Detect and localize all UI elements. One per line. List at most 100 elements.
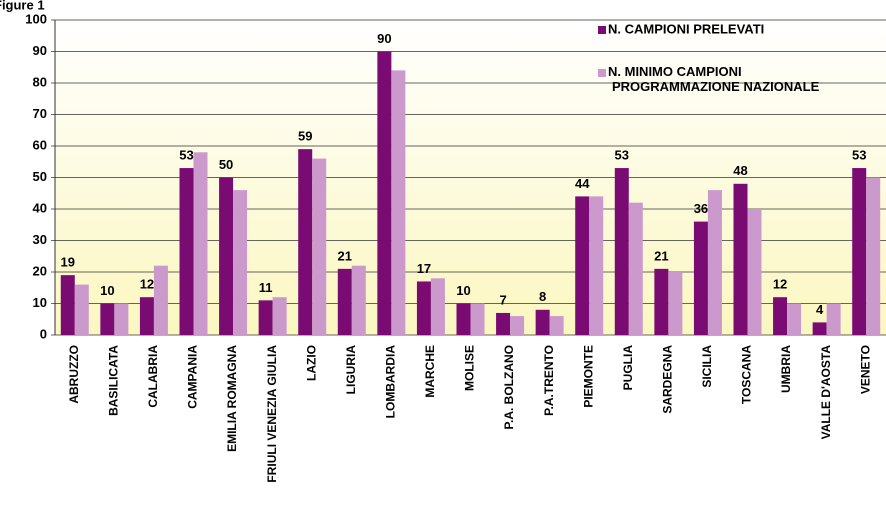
bar [589, 196, 604, 335]
data-label: 53 [615, 147, 629, 162]
legend-swatch [598, 69, 606, 77]
data-label: 17 [417, 261, 431, 276]
x-tick-label: FRIULI VENEZIA GIULIA [265, 345, 279, 483]
x-tick-label: CALABRIA [146, 345, 160, 408]
y-tick-label: 70 [33, 106, 47, 121]
bar [456, 303, 471, 335]
bar [139, 297, 154, 335]
legend-label: N. CAMPIONI PRELEVATI [608, 21, 764, 36]
bar [614, 168, 629, 335]
bar [153, 265, 168, 335]
bar [114, 303, 129, 335]
bar [233, 190, 248, 335]
data-label: 4 [816, 302, 824, 317]
data-label: 7 [499, 292, 506, 307]
data-label: 50 [219, 157, 233, 172]
x-tick-label: MOLISE [463, 345, 477, 391]
data-label: 59 [298, 129, 312, 144]
data-label: 90 [377, 31, 391, 46]
bar [496, 312, 511, 335]
chart-title: Figure 1 [0, 0, 45, 12]
bar [535, 309, 550, 335]
bar [668, 272, 683, 335]
bar [733, 183, 748, 335]
bar [430, 278, 445, 335]
x-tick-label: MARCHE [423, 345, 437, 398]
bar [351, 265, 366, 335]
bar [416, 281, 431, 335]
bar [100, 303, 115, 335]
bar [470, 303, 485, 335]
bar [391, 70, 406, 336]
data-label: 12 [140, 277, 154, 292]
bar [654, 268, 669, 335]
data-label: 19 [61, 255, 75, 270]
bar [866, 177, 881, 335]
y-tick-label: 10 [33, 295, 47, 310]
x-tick-label: LIGURIA [344, 345, 358, 395]
x-tick-label: SARDEGNA [661, 345, 675, 414]
bar [628, 202, 643, 335]
y-tick-label: 60 [33, 137, 47, 152]
y-tick-label: 100 [25, 11, 47, 26]
y-tick-label: 30 [33, 232, 47, 247]
data-label: 8 [539, 289, 546, 304]
bar [852, 168, 867, 335]
data-label: 11 [259, 280, 273, 295]
bar [193, 152, 208, 335]
data-label: 53 [852, 147, 866, 162]
x-tick-label: P.A. BOLZANO [502, 345, 516, 429]
x-tick-label: BASILICATA [107, 345, 121, 416]
bar [575, 196, 590, 335]
bar [787, 303, 802, 335]
x-tick-label: PUGLIA [621, 345, 635, 391]
data-label: 44 [575, 176, 590, 191]
data-label: 21 [654, 248, 668, 263]
x-tick-label: P.A.TRENTO [542, 345, 556, 416]
bar [707, 190, 722, 335]
x-tick-label: SICILIA [700, 345, 714, 388]
bar [272, 297, 287, 335]
bar [219, 177, 234, 335]
bar [747, 209, 762, 335]
x-tick-label: PIEMONTE [581, 345, 595, 408]
x-tick-label: VENETO [858, 345, 872, 394]
y-tick-label: 20 [33, 263, 47, 278]
y-tick-label: 40 [33, 200, 47, 215]
bar [773, 297, 788, 335]
bar [298, 149, 313, 335]
legend-label: N. MINIMO CAMPIONI PROGRAMMAZIONE NAZIONA… [608, 64, 820, 94]
data-label: 36 [694, 201, 708, 216]
bar [826, 303, 841, 335]
data-label: 21 [338, 248, 352, 263]
bar [258, 300, 273, 335]
data-label: 53 [179, 147, 193, 162]
bar [179, 168, 194, 335]
bar [74, 284, 89, 335]
x-tick-label: ABRUZZO [67, 345, 81, 404]
x-tick-label: LAZIO [304, 345, 318, 381]
bar [549, 316, 564, 335]
x-tick-label: VALLE D'AOSTA [819, 345, 833, 440]
y-tick-label: 0 [40, 326, 47, 341]
bar [60, 275, 75, 335]
bar [337, 268, 352, 335]
data-label: 12 [773, 277, 787, 292]
bar [377, 51, 392, 335]
bar [693, 221, 708, 335]
y-tick-label: 90 [33, 43, 47, 58]
data-label: 10 [456, 283, 470, 298]
x-tick-label: TOSCANA [740, 345, 754, 404]
x-tick-label: UMBRIA [779, 345, 793, 393]
y-tick-label: 50 [33, 169, 47, 184]
x-tick-label: EMILIA ROMAGNA [225, 345, 239, 452]
data-label: 10 [100, 283, 114, 298]
bar [510, 316, 525, 335]
bar [312, 158, 327, 335]
x-tick-label: LOMBARDIA [384, 345, 398, 419]
data-label: 48 [733, 163, 747, 178]
y-tick-label: 80 [33, 74, 47, 89]
legend-swatch [598, 26, 606, 34]
x-tick-label: CAMPANIA [186, 345, 200, 409]
